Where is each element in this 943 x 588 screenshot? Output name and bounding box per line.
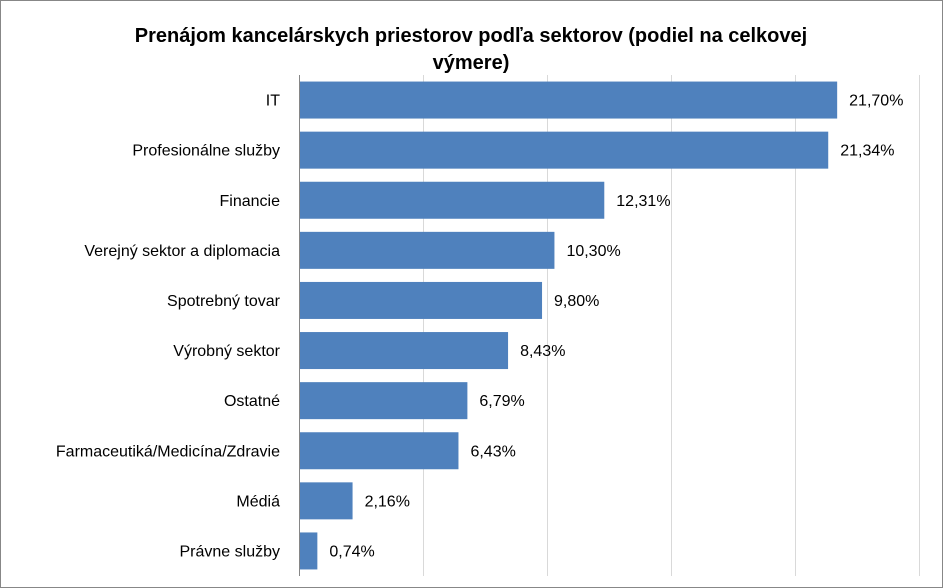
bars — [299, 81, 838, 570]
data-label: 6,43% — [470, 443, 515, 460]
data-label: 6,79% — [479, 393, 524, 410]
data-label: 9,80% — [554, 293, 599, 310]
bar — [299, 181, 605, 219]
data-label: 21,34% — [840, 143, 894, 160]
category-label: Spotrebný tovar — [167, 293, 281, 310]
category-label: IT — [266, 93, 280, 110]
chart-title-line-2: výmere) — [433, 52, 510, 74]
bar — [299, 482, 353, 520]
data-label: 10,30% — [566, 243, 620, 260]
chart-title-line-1: Prenájom kancelárskych priestorov podľa … — [135, 25, 807, 47]
category-label: Profesionálne služby — [132, 143, 280, 160]
category-label: Výrobný sektor — [173, 343, 280, 360]
data-label: 0,74% — [329, 543, 374, 560]
bar — [299, 81, 838, 119]
data-labels: 21,70% 21,34% 12,31% 10,30% 9,80% 8,43% 6,79% 6… — [329, 93, 903, 561]
data-label: 2,16% — [365, 493, 410, 510]
bar — [299, 332, 509, 370]
bar — [299, 432, 459, 470]
bar — [299, 281, 543, 319]
bar — [299, 231, 555, 269]
category-label: Financie — [220, 193, 281, 210]
bar — [299, 532, 318, 570]
category-label: Verejný sektor a diplomacia — [84, 243, 280, 260]
category-label: Médiá — [236, 493, 280, 510]
category-labels: IT Profesionálne služby Financie Verejný se… — [56, 93, 281, 561]
category-label: Farmaceutiká/Medicína/Zdravie — [56, 443, 280, 460]
category-label: Právne služby — [180, 543, 281, 560]
data-label: 12,31% — [616, 193, 670, 210]
bar — [299, 382, 468, 420]
category-label: Ostatné — [224, 393, 280, 410]
data-label: 8,43% — [520, 343, 565, 360]
data-label: 21,70% — [849, 93, 903, 110]
bar — [299, 131, 829, 169]
